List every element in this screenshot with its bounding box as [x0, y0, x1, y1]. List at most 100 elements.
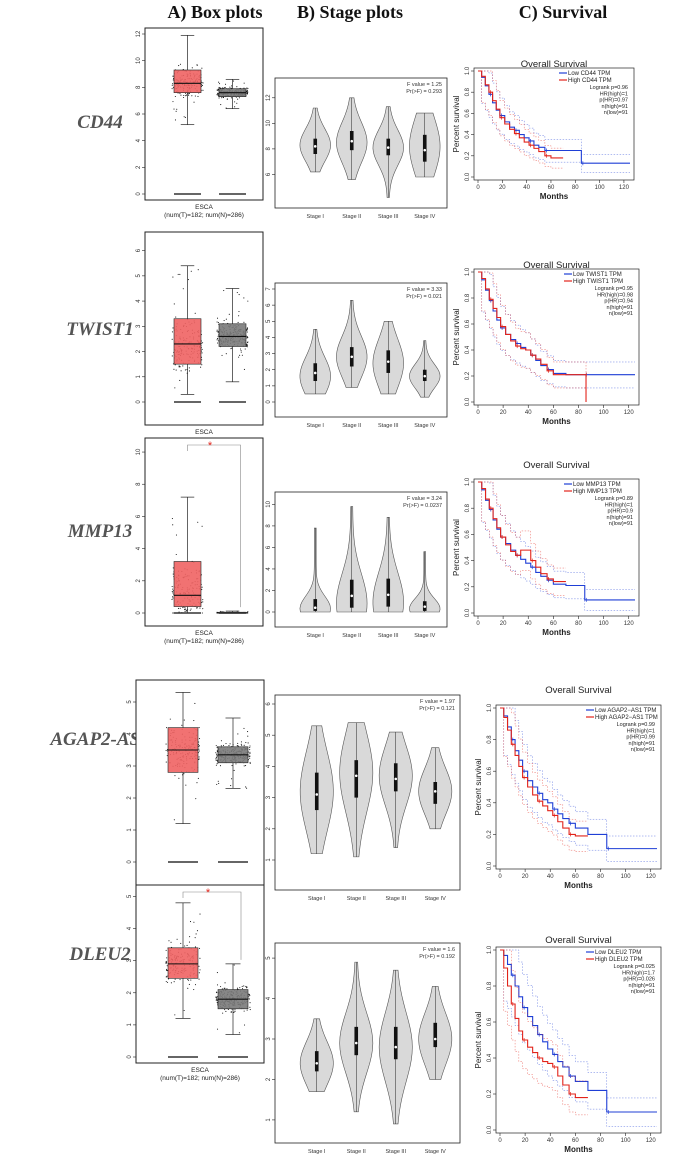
- stage-category-label: Stage III: [378, 214, 399, 220]
- header-box-plots: A) Box plots: [167, 2, 262, 23]
- survival-title: Overall Survival: [523, 260, 590, 271]
- box-point: [189, 921, 192, 923]
- box-point: [197, 269, 199, 271]
- box-y-tick-label: 4: [136, 299, 142, 303]
- stage-category-label: Stage I: [307, 633, 325, 639]
- box-point: [246, 787, 248, 789]
- box-point: [241, 985, 243, 987]
- survival-x-tick-label: 60: [550, 410, 557, 416]
- box-point: [240, 350, 242, 352]
- box-point: [216, 763, 218, 765]
- violin-median-dot: [313, 145, 317, 148]
- survival-y-tick-label: 0.2: [487, 1089, 493, 1098]
- box-point: [248, 998, 250, 1000]
- survival-x-tick-label: 100: [621, 1138, 632, 1144]
- box-point: [249, 752, 251, 754]
- box-point: [246, 87, 248, 89]
- box-point: [198, 737, 201, 740]
- stage-p-value: Pr(>F) = 0.0237: [403, 503, 442, 509]
- box-plot-frame: [135, 679, 265, 889]
- survival-ci-band: [478, 481, 566, 569]
- box-point: [233, 80, 235, 82]
- survival-plot-frame: [495, 704, 662, 870]
- box-point: [175, 369, 177, 371]
- box-point: [199, 913, 201, 915]
- survival-x-tick-label: 40: [547, 874, 554, 880]
- survival-ylabel: Percent survival: [474, 1011, 483, 1068]
- survival-ylabel: Percent survival: [452, 308, 461, 365]
- box-point: [165, 761, 167, 763]
- box-point: [243, 765, 245, 767]
- stage-y-tick-label: 6: [266, 172, 272, 176]
- survival-ylabel: Percent survival: [452, 519, 461, 576]
- box-y-tick-label: 10: [136, 57, 142, 64]
- box-point: [216, 756, 218, 758]
- box-point: [216, 321, 218, 323]
- box-sample-note: (num(T)=182; num(N)=286): [160, 1075, 240, 1082]
- box-point: [187, 987, 189, 989]
- box-point: [248, 756, 250, 758]
- survival-title: Overall Survival: [521, 59, 588, 70]
- violin-iqr-bar: [433, 782, 438, 804]
- survival-stat: p(HR)=0.94: [604, 299, 633, 305]
- box-point: [172, 588, 174, 590]
- box-point: [228, 745, 230, 747]
- box-point: [224, 83, 227, 85]
- box-point: [167, 978, 170, 980]
- box-point: [174, 978, 176, 980]
- box-point: [225, 742, 227, 745]
- header-stage-plots: B) Stage plots: [297, 2, 403, 23]
- box-point: [240, 351, 242, 353]
- box-point: [194, 95, 196, 97]
- box-point: [230, 1011, 232, 1013]
- box-point: [215, 764, 217, 766]
- box-y-tick-label: 5: [127, 700, 133, 704]
- box-y-tick-label: 2: [136, 165, 142, 169]
- box-point: [246, 91, 249, 93]
- violin-iqr-bar: [386, 578, 391, 607]
- survival-y-tick-label: 0.0: [465, 397, 471, 406]
- stage-y-tick-label: 4: [266, 335, 272, 339]
- box-point: [171, 88, 173, 90]
- box-point: [190, 270, 192, 272]
- box-point: [226, 98, 228, 100]
- stage-f-value: F value = 1.97: [420, 699, 455, 705]
- box-point: [178, 777, 180, 779]
- box-point: [174, 775, 176, 777]
- survival-stat: Logrank p=0.89: [595, 496, 633, 502]
- box-point: [221, 988, 223, 990]
- box-point: [198, 756, 200, 758]
- survival-x-tick-label: 20: [500, 410, 507, 416]
- violin-iqr-bar: [354, 760, 359, 798]
- box-point: [202, 608, 204, 610]
- survival-title: Overall Survival: [545, 935, 612, 946]
- box-point: [180, 94, 182, 96]
- survival-x-tick-label: 100: [595, 185, 606, 191]
- box-y-tick-label: 3: [127, 958, 133, 962]
- box-point: [183, 773, 185, 775]
- survival-xlabel: Months: [542, 417, 571, 426]
- box-point: [216, 317, 219, 319]
- box-point: [247, 611, 249, 613]
- stage-y-tick-label: 4: [266, 764, 272, 768]
- box-point: [201, 352, 203, 354]
- box-point: [178, 365, 180, 368]
- stage-y-tick-label: 10: [266, 500, 272, 507]
- box-point: [246, 1009, 248, 1011]
- box-point: [216, 1001, 218, 1003]
- box-point: [179, 979, 181, 981]
- survival-stat: Logrank p=0.025: [614, 964, 655, 970]
- box-point: [218, 97, 220, 99]
- stage-y-tick-label: 1: [266, 858, 272, 862]
- survival-stat: p(HR)=0.99: [626, 735, 655, 741]
- box-point: [196, 607, 198, 609]
- box-y-tick-label: 3: [136, 324, 142, 328]
- violin-median-dot: [350, 139, 354, 143]
- box-point: [196, 782, 198, 784]
- survival-y-tick-label: 0.4: [465, 345, 471, 354]
- box-point: [238, 1032, 240, 1034]
- box-y-tick-label: 2: [136, 578, 142, 582]
- stage-y-tick-label: 8: [266, 147, 272, 151]
- survival-ci-band: [500, 949, 657, 1127]
- survival-x-tick-label: 120: [624, 410, 635, 416]
